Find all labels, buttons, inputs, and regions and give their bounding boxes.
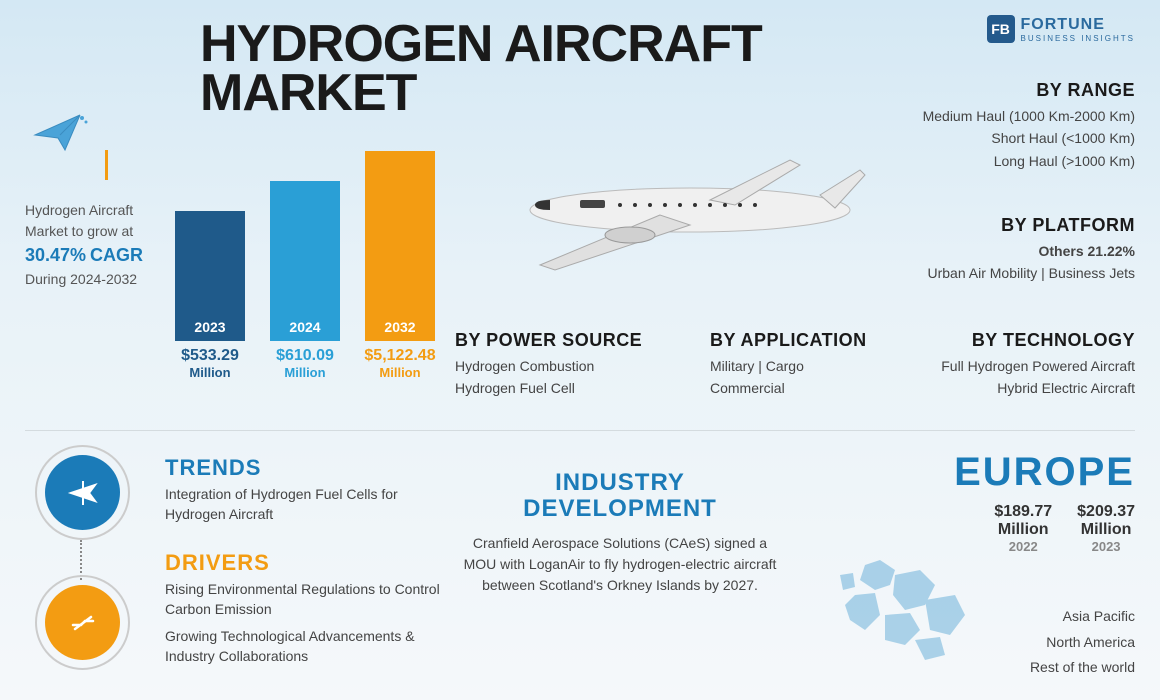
logo-sub-text: BUSINESS INSIGHTS [1021,34,1135,43]
page-title: HYDROGEN AIRCRAFTMARKET [200,20,762,119]
europe-region-section: EUROPE $189.77Million2022$209.37Million2… [954,450,1135,554]
europe-stat: $209.37Million2023 [1077,503,1135,554]
europe-map-icon [825,545,985,675]
europe-stat: $189.77Million2022 [994,503,1052,554]
trends-section: TRENDS Integration of Hydrogen Fuel Cell… [165,455,405,524]
segment-by-power: BY POWER SOURCE Hydrogen Combustion Hydr… [455,330,642,400]
icon-connector [80,540,82,580]
segment-by-application: BY APPLICATION Military | Cargo Commerci… [710,330,867,400]
chart-bar: 2024 $610.09 Million [265,181,345,380]
drivers-section: DRIVERS Rising Environmental Regulations… [165,550,445,666]
chart-bar: 2023 $533.29 Million [170,211,250,380]
cagr-percentage: 30.47% [25,245,86,265]
logo-main-text: FORTUNE [1021,16,1135,34]
cagr-summary: Hydrogen Aircraft Market to grow at 30.4… [25,200,150,290]
brand-logo: FB FORTUNE BUSINESS INSIGHTS [987,15,1135,43]
chart-bar: 2032 $5,122.48 Million [360,151,440,380]
industry-development-section: INDUSTRYDEVELOPMENT Cranfield Aerospace … [460,470,780,596]
segment-by-range: BY RANGE Medium Haul (1000 Km-2000 Km) S… [923,80,1135,172]
logo-icon: FB [987,15,1015,43]
market-bar-chart: 2023 $533.29 Million2024 $610.09 Million… [170,160,440,380]
segment-by-technology: BY TECHNOLOGY Full Hydrogen Powered Airc… [941,330,1135,400]
accent-divider [105,150,108,180]
other-regions-list: Asia Pacific North America Rest of the w… [1030,604,1135,680]
drivers-icon [45,585,120,660]
trends-icon [45,455,120,530]
segment-by-platform: BY PLATFORM Others 21.22% Urban Air Mobi… [928,215,1136,285]
paper-plane-icon [30,110,90,155]
aircraft-illustration [480,120,900,300]
horizontal-divider [25,430,1135,431]
